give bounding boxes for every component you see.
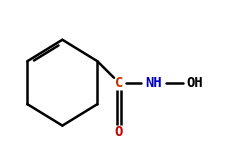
Text: C: C: [115, 76, 123, 90]
Text: OH: OH: [187, 76, 204, 90]
Text: O: O: [115, 125, 123, 139]
Text: NH: NH: [145, 76, 162, 90]
